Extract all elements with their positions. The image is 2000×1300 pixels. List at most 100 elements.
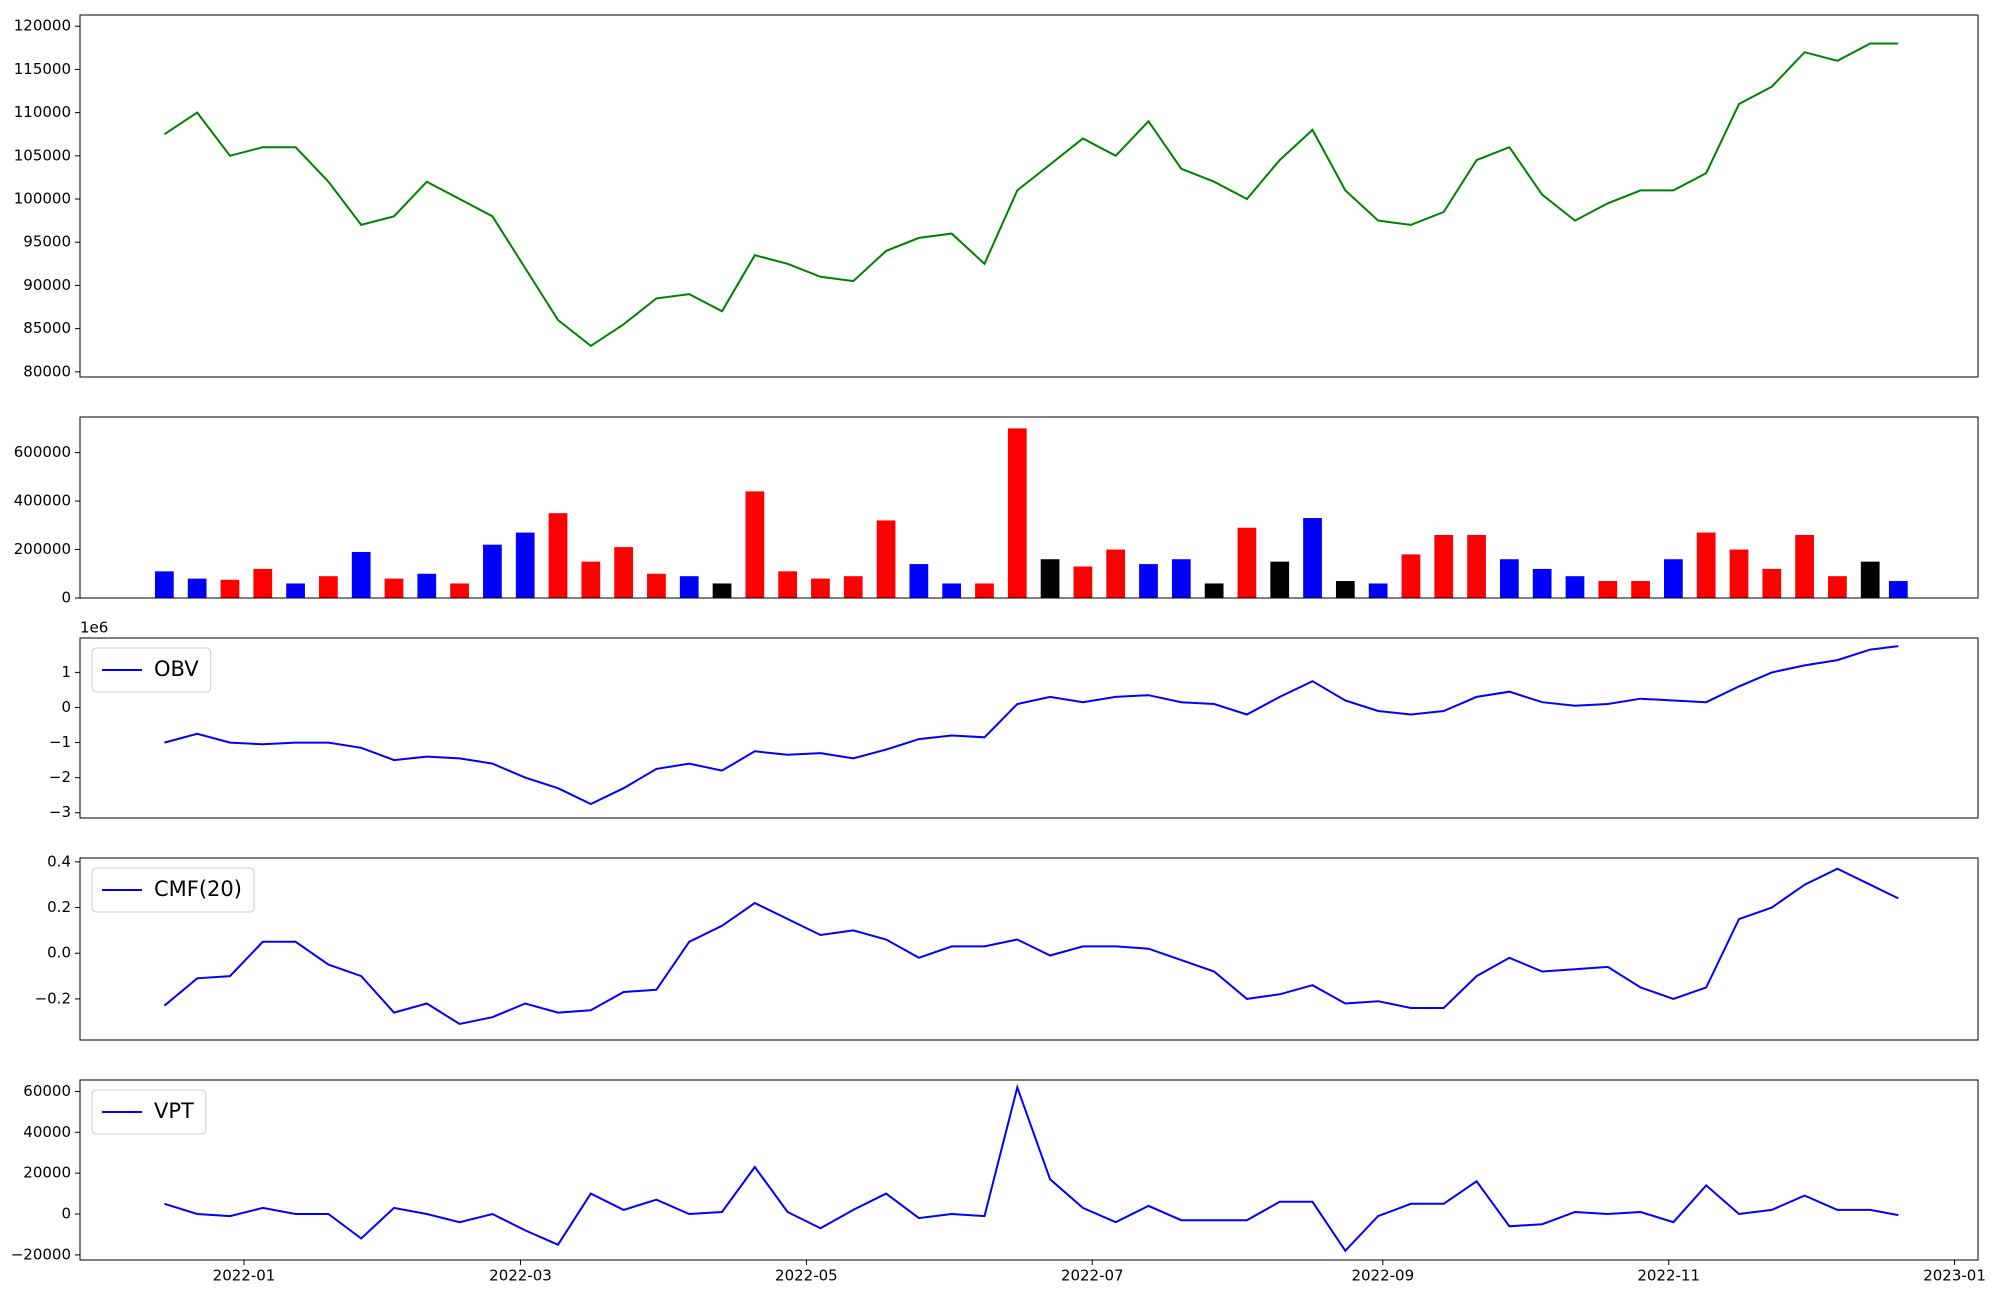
bar (679, 576, 699, 598)
bar (647, 573, 666, 598)
bar (1888, 581, 1908, 598)
x-tick-label: 2023-01 (1923, 1267, 1986, 1285)
line (163, 42, 1899, 348)
legend-label: CMF(20) (154, 877, 242, 901)
bar (253, 568, 273, 598)
bar (1499, 559, 1519, 598)
bar (1828, 576, 1847, 598)
bar (548, 513, 568, 598)
bar (1040, 559, 1060, 598)
bar (1007, 428, 1027, 598)
y-tick-label: −20000 (11, 1245, 71, 1263)
y-tick-label: 0 (61, 698, 71, 716)
bar (1762, 568, 1782, 598)
bar (1106, 549, 1126, 598)
x-tick-label: 2022-05 (775, 1267, 838, 1285)
bar (1139, 564, 1158, 598)
axes-frame (79, 857, 1979, 1041)
bar (712, 583, 732, 598)
bar (450, 583, 469, 598)
line (164, 645, 1899, 806)
legend-box (91, 1089, 207, 1135)
y-tick-label: 0 (61, 1205, 71, 1223)
bar (1204, 583, 1224, 598)
bar (220, 579, 240, 598)
axes-frame (79, 1079, 1979, 1261)
x-tick-label: 2022-03 (489, 1267, 552, 1285)
y-tick-label: 400000 (14, 492, 71, 510)
y-tick-label: 0 (61, 589, 71, 607)
y-tick-label: 100000 (14, 190, 71, 208)
bar (515, 532, 535, 598)
bar (1664, 559, 1683, 598)
y-tick-label: 80000 (23, 362, 71, 380)
bar (975, 583, 994, 598)
bar (384, 578, 404, 598)
bar (1171, 559, 1191, 598)
bar (286, 583, 305, 598)
bar (417, 573, 437, 598)
y-tick-label: −1 (49, 733, 71, 751)
bar (1368, 583, 1388, 598)
y-tick-label: 600000 (14, 443, 71, 461)
x-tick-label: 2022-07 (1061, 1267, 1124, 1285)
y-tick-label: 200000 (14, 540, 71, 558)
y-tick-label: 1 (61, 663, 71, 681)
bar (1335, 581, 1355, 598)
bar (1434, 535, 1454, 598)
legend-box (91, 867, 255, 913)
y-tick-label: 0.2 (47, 898, 71, 916)
bar (187, 578, 207, 598)
y-tick-label: −2 (49, 768, 71, 786)
x-tick-label: 2022-09 (1351, 1267, 1414, 1285)
y-tick-label: 60000 (23, 1082, 71, 1100)
y-tick-label: 85000 (23, 319, 71, 337)
bar (1303, 518, 1322, 598)
bar (1467, 535, 1486, 598)
bar (1631, 581, 1650, 598)
bar (483, 544, 502, 598)
bar (1073, 566, 1093, 598)
bar (319, 576, 338, 598)
axes-frame (79, 14, 1979, 378)
bar (1598, 581, 1618, 598)
bar (843, 576, 863, 598)
y-tick-label: 110000 (14, 103, 71, 121)
y-tick-label: −0.2 (35, 989, 71, 1007)
x-tick-label: 2022-01 (213, 1267, 276, 1285)
y-tick-label: 120000 (14, 17, 71, 35)
bar (1729, 549, 1749, 598)
bar (154, 571, 174, 598)
bar (1532, 568, 1552, 598)
bar (876, 520, 896, 598)
axes-frame (79, 637, 1979, 819)
bar (1401, 554, 1421, 598)
bar (745, 491, 765, 598)
legend-label: VPT (154, 1099, 194, 1123)
bar (1565, 576, 1585, 598)
bar (351, 551, 371, 598)
y-tick-label: 115000 (14, 60, 71, 78)
y-tick-label: 90000 (23, 276, 71, 294)
bar (1860, 561, 1880, 598)
line (164, 1083, 1899, 1253)
offset-label: 1e6 (80, 619, 108, 637)
y-tick-label: 105000 (14, 146, 71, 164)
y-tick-label: 0.4 (47, 852, 71, 870)
legend-box (91, 647, 212, 693)
bar (1237, 527, 1257, 598)
bar (614, 547, 633, 598)
bar (581, 561, 601, 598)
bar (811, 578, 830, 598)
x-tick-label: 2022-11 (1637, 1267, 1700, 1285)
y-tick-label: 0.0 (47, 944, 71, 962)
axes-frame (79, 416, 1979, 599)
y-tick-label: 95000 (23, 233, 71, 251)
y-tick-label: −3 (49, 803, 71, 821)
bar (1696, 532, 1716, 598)
y-tick-label: 40000 (23, 1123, 71, 1141)
bar (909, 564, 929, 598)
line (163, 867, 1899, 1026)
bar (1795, 535, 1814, 598)
